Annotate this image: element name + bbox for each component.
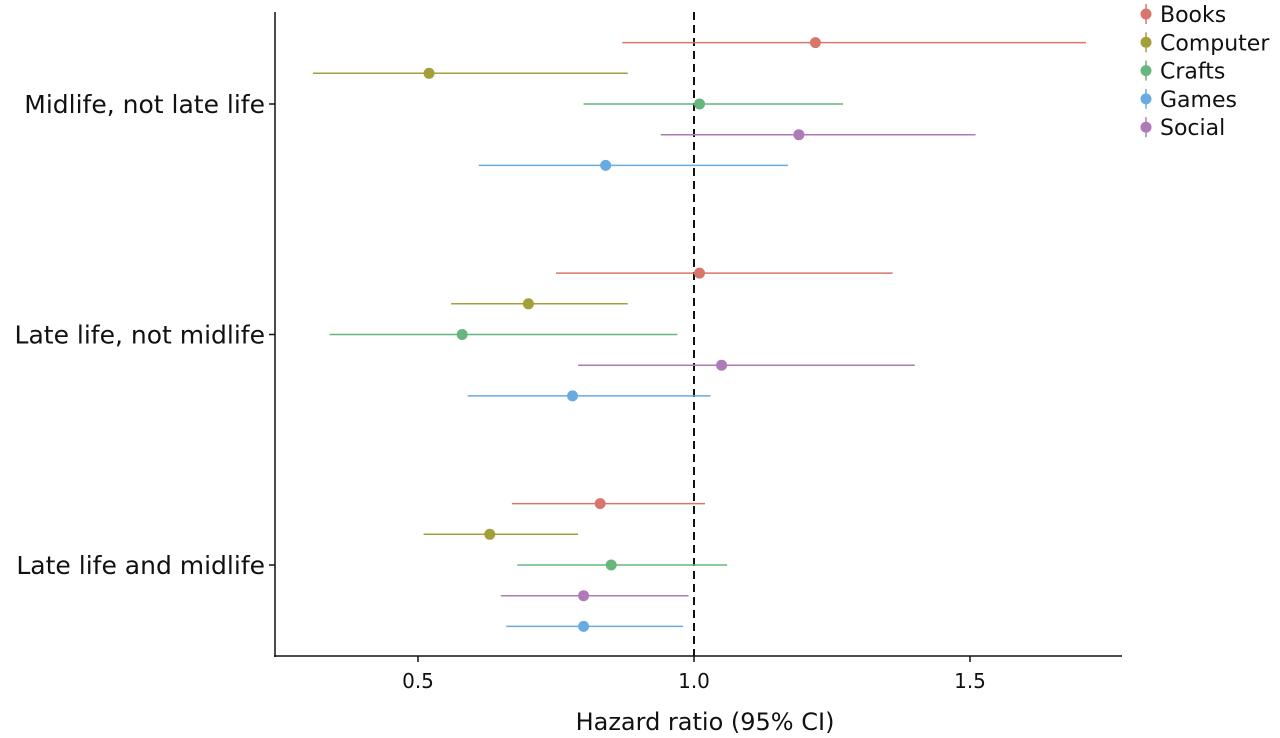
y-tick-label: Late life and midlife xyxy=(16,551,265,580)
legend-key-crafts xyxy=(1140,65,1152,77)
point-social xyxy=(578,590,590,602)
legend-label: Books xyxy=(1160,3,1226,28)
point-computer xyxy=(423,67,435,79)
point-games xyxy=(600,159,612,171)
point-books xyxy=(694,267,706,279)
legend-label: Games xyxy=(1160,88,1237,113)
point-computer xyxy=(522,298,534,310)
legend-key-computer xyxy=(1140,36,1152,48)
point-crafts xyxy=(694,98,706,110)
point-crafts xyxy=(605,559,617,571)
y-tick-label: Midlife, not late life xyxy=(24,90,265,119)
y-tick-label: Late life, not midlife xyxy=(15,321,265,350)
marks xyxy=(313,37,1086,632)
legend-key-social xyxy=(1140,121,1152,133)
x-axis-title: Hazard ratio (95% CI) xyxy=(576,708,835,736)
point-computer xyxy=(484,528,496,540)
legend-key-books xyxy=(1140,8,1152,20)
legend-key-games xyxy=(1140,93,1152,105)
x-ticks: 0.5 1.0 1.5 xyxy=(402,656,986,693)
y-ticks: Midlife, not late life Late life, not mid… xyxy=(15,90,275,580)
legend-label: Social xyxy=(1160,116,1225,141)
point-books xyxy=(809,37,821,49)
point-crafts xyxy=(456,329,468,340)
point-social xyxy=(716,359,728,371)
point-games xyxy=(578,620,590,632)
legend: Books Computer Crafts Games Social xyxy=(1140,3,1270,141)
x-tick-label: 0.5 xyxy=(402,669,434,693)
legend-label: Crafts xyxy=(1160,60,1225,85)
point-books xyxy=(594,498,606,510)
point-social xyxy=(793,129,805,141)
point-games xyxy=(567,390,579,402)
x-tick-label: 1.0 xyxy=(678,669,710,693)
legend-label: Computer xyxy=(1160,31,1270,56)
x-tick-label: 1.5 xyxy=(954,669,986,693)
